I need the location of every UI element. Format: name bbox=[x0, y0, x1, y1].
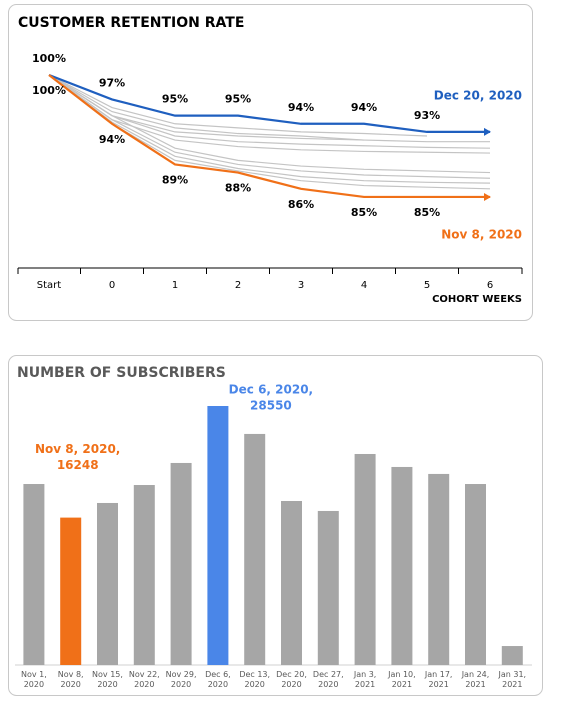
line bbox=[48, 73, 490, 134]
line bbox=[48, 74, 491, 154]
x-tick-label: 6 bbox=[487, 280, 493, 291]
x-tick-label: Dec 6, 2020 bbox=[205, 670, 231, 689]
x-tick-label: 5 bbox=[424, 280, 430, 291]
x-tick-label: Jan 17, 2021 bbox=[424, 670, 453, 689]
data-label: 89% bbox=[162, 173, 188, 186]
line bbox=[48, 74, 365, 141]
line bbox=[48, 74, 490, 143]
x-tick-label: Nov 29, 2020 bbox=[165, 670, 197, 689]
data-label: 94% bbox=[99, 133, 125, 146]
x-tick-label: Dec 20, 2020 bbox=[276, 670, 307, 689]
x-tick-label: Jan 10, 2021 bbox=[388, 670, 416, 689]
bar bbox=[391, 466, 413, 665]
data-label: 93% bbox=[414, 109, 440, 122]
x-tick-label: 3 bbox=[298, 280, 304, 291]
bar bbox=[317, 510, 339, 665]
arrow-head bbox=[484, 192, 491, 201]
x-tick-label: Jan 24, 2021 bbox=[461, 670, 490, 689]
data-label: 95% bbox=[225, 93, 251, 106]
x-tick-label: Nov 8, 2020 bbox=[57, 670, 84, 689]
chart-title: CUSTOMER RETENTION RATE bbox=[18, 15, 244, 31]
x-tick-label: 4 bbox=[361, 280, 367, 291]
x-tick-label: 0 bbox=[109, 280, 115, 291]
x-tick-label: 2 bbox=[235, 280, 241, 291]
x-tick-label: 1 bbox=[172, 280, 178, 291]
line bbox=[48, 74, 490, 199]
data-label: 95% bbox=[162, 93, 188, 106]
bar bbox=[60, 517, 82, 665]
bar bbox=[133, 485, 155, 665]
x-tick-label: Dec 13, 2020 bbox=[239, 670, 271, 689]
line bbox=[48, 74, 491, 184]
x-tick-label: Nov 22, 2020 bbox=[128, 670, 160, 689]
data-label: 100% bbox=[32, 52, 66, 65]
line bbox=[48, 74, 491, 149]
x-tick-label: Dec 27, 2020 bbox=[312, 670, 344, 689]
x-tick-label: Jan 3, 2021 bbox=[353, 670, 377, 689]
bar bbox=[465, 484, 486, 665]
series-label: Dec 20, 2020 bbox=[434, 88, 522, 102]
annotation-value: 28550 bbox=[250, 399, 292, 413]
bar bbox=[207, 406, 229, 665]
x-tick-label: Start bbox=[37, 280, 62, 291]
arrow-head bbox=[484, 127, 491, 136]
line bbox=[48, 74, 491, 179]
data-label: 86% bbox=[288, 198, 314, 211]
bar bbox=[244, 433, 266, 665]
bar bbox=[354, 453, 376, 665]
panel bbox=[8, 4, 533, 321]
bar bbox=[428, 473, 450, 665]
data-label: 97% bbox=[99, 76, 125, 89]
x-axis-label: COHORT WEEKS bbox=[432, 294, 522, 305]
x-tick-label: Nov 15, 2020 bbox=[92, 670, 123, 689]
x-tick-label: Jan 31, 2021 bbox=[498, 670, 527, 689]
data-label: 100% bbox=[32, 84, 66, 97]
line bbox=[48, 74, 428, 137]
data-label: 85% bbox=[414, 206, 440, 219]
bar bbox=[281, 500, 302, 665]
annotation-value: 16248 bbox=[57, 458, 99, 472]
bar bbox=[97, 502, 118, 665]
x-tick-label: Nov 1, 2020 bbox=[20, 670, 47, 689]
data-label: 94% bbox=[351, 101, 377, 114]
series-label: Nov 8, 2020 bbox=[441, 227, 522, 241]
bar bbox=[501, 646, 523, 665]
data-label: 88% bbox=[225, 182, 251, 195]
data-label: 94% bbox=[288, 101, 314, 114]
bar bbox=[23, 484, 45, 665]
annotation: Nov 8, 2020, bbox=[35, 442, 120, 456]
data-label: 85% bbox=[351, 206, 377, 219]
bar bbox=[170, 462, 192, 665]
chart-title: NUMBER OF SUBSCRIBERS bbox=[17, 365, 226, 381]
annotation: Dec 6, 2020, bbox=[229, 383, 313, 397]
line bbox=[48, 74, 491, 174]
